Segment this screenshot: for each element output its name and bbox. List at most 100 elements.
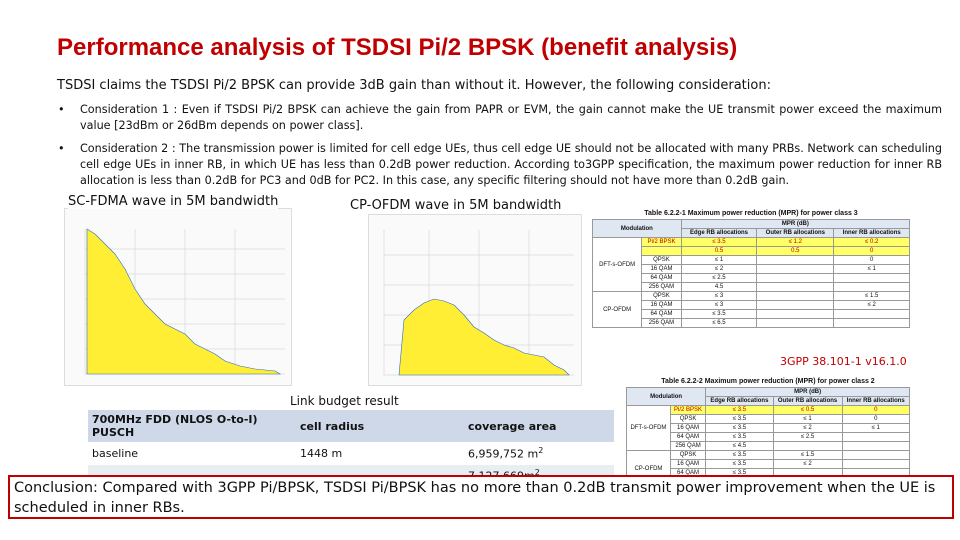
table-cell: 0 — [841, 414, 910, 424]
table-cell — [756, 273, 835, 283]
figure-caption: CP-OFDM wave in 5M bandwidth — [350, 198, 562, 213]
header-cell: Edge RB allocations — [680, 228, 758, 238]
table-row: 256 QAM≤ 6.5 — [593, 318, 910, 328]
table-cell: QPSK — [641, 291, 682, 301]
table-row: 0.5 0.5 0 — [593, 246, 910, 256]
header-cell: Modulation — [592, 219, 682, 238]
table-cell: ≤ 3.5 — [705, 405, 774, 415]
mpr-table: Modulation MPR (dB) Edge RB allocations Out… — [625, 387, 910, 487]
group-cell: CP-OFDM — [591, 291, 643, 328]
table-cell: QPSK — [669, 450, 707, 460]
table-cell — [756, 255, 835, 265]
cell-text: 1448 m — [300, 446, 343, 460]
table-cell: ≤ 1 — [772, 414, 843, 424]
table-cell: 64 QAM — [669, 432, 707, 442]
table-cell: 256 QAM — [669, 441, 707, 451]
table-cell: ≤ 3.5 — [705, 414, 774, 424]
table-cell: 0 — [841, 405, 910, 415]
table-cell: ≤ 2.5 — [772, 432, 843, 442]
table-cell: baseline — [88, 442, 296, 465]
table-cell: ≤ 2.5 — [680, 273, 758, 283]
cell-text: baseline — [92, 446, 139, 460]
table-cell: 6,959,752 m2 — [464, 442, 614, 465]
waveform-figure — [64, 208, 292, 386]
header-cell: cell radius — [296, 410, 464, 443]
table-cell: 16 QAM — [669, 423, 707, 433]
table-cell: ≤ 3.5 — [705, 423, 774, 433]
cell-superscript: 2 — [534, 467, 540, 477]
table-row: DFT-s-OFDM Pi/2 BPSK ≤ 3.5 ≤ 0.5 0 — [626, 405, 910, 451]
table-cell — [756, 300, 835, 310]
table-cell — [833, 282, 910, 292]
header-cell: coverage area — [464, 410, 614, 443]
group-cell: DFT-s-OFDM — [591, 237, 643, 292]
table-row: 256 QAM ≤ 4.5 — [627, 441, 910, 451]
table-cell: ≤ 3 — [680, 291, 758, 301]
group-cell: DFT-s-OFDM — [626, 405, 671, 451]
table-cell: 1448 m — [296, 442, 464, 465]
table-cell: ≤ 1 — [680, 255, 758, 265]
table-cell: ≤ 3.5 — [680, 309, 758, 319]
table-cell: 256 QAM — [641, 282, 682, 292]
table-row: CP-OFDM QPSK ≤ 3.5 ≤ 1.5 — [626, 450, 910, 487]
figure-caption: SC-FDMA wave in 5M bandwidth — [68, 194, 279, 209]
table-row: CP-OFDM QPSK ≤ 3 ≤ 1.5 — [591, 291, 910, 328]
table-cell: ≤ 3 — [680, 300, 758, 310]
table-cell — [841, 450, 910, 460]
table-cell: ≤ 1 — [841, 423, 910, 433]
table-cell: 64 QAM — [641, 309, 682, 319]
table-cell: 0.5 — [756, 246, 835, 256]
table-cell: ≤ 1.5 — [833, 291, 910, 301]
header-cell: Edge RB allocations — [705, 396, 774, 406]
table-title: Table 6.2.2-2 Maximum power reduction (M… — [661, 378, 875, 385]
table-cell — [833, 273, 910, 283]
table-row: DFT-s-OFDM Pi/2 BPSK ≤ 3.5 ≤ 1.2 ≤ 0.2 — [591, 237, 910, 292]
header-cell: Inner RB allocations — [841, 396, 910, 406]
table-cell: ≤ 0.2 — [833, 237, 910, 247]
table-cell — [833, 318, 910, 328]
header-cell: Outer RB allocations — [756, 228, 835, 238]
table-cell: ≤ 3.5 — [705, 459, 774, 469]
table-cell: Pi/2 BPSK — [669, 405, 707, 415]
table-cell — [841, 432, 910, 442]
header-cell: MPR (dB) — [705, 387, 910, 397]
table-row: baseline 1448 m 6,959,752 m2 — [88, 442, 614, 465]
table-cell — [756, 318, 835, 328]
table-cell: ≤ 3.5 — [705, 432, 774, 442]
slide-title: Performance analysis of TSDSI Pi/2 BPSK … — [57, 34, 738, 61]
table-cell: ≤ 3.5 — [680, 237, 758, 247]
cell-text: 6,959,752 m — [468, 447, 539, 461]
table-cell: 0 — [833, 246, 910, 256]
table-cell: 4.5 — [680, 282, 758, 292]
table-cell: 256 QAM — [641, 318, 682, 328]
table-cell: 0.5 — [680, 246, 758, 256]
bullet-text: Consideration 1 : Even if TSDSI Pi/2 BPS… — [80, 103, 942, 132]
mpr-table: Modulation MPR (dB) Edge RB allocations Out… — [591, 219, 911, 328]
header-cell: Inner RB allocations — [833, 228, 910, 238]
table-cell — [841, 441, 910, 451]
table-cell — [641, 246, 682, 256]
cell-superscript: 2 — [538, 446, 544, 455]
table-cell: 0 — [833, 255, 910, 265]
table-cell: 64 QAM — [641, 273, 682, 283]
bullet: • Consideration 1 : Even if TSDSI Pi/2 BP… — [58, 103, 942, 132]
table-cell: QPSK — [669, 414, 707, 424]
table-cell — [756, 282, 835, 292]
table-cell: Pi/2 BPSK — [641, 237, 682, 247]
table-cell: ≤ 4.5 — [705, 441, 774, 451]
table-cell: QPSK — [641, 255, 682, 265]
header-row: Modulation MPR (dB) — [592, 219, 911, 238]
table-cell: ≤ 2 — [833, 300, 910, 310]
table-cell: ≤ 2 — [772, 423, 843, 433]
table-cell: ≤ 2 — [772, 459, 843, 469]
table-cell — [772, 441, 843, 451]
mpr-table-block: Table 6.2.2-2 Maximum power reduction (M… — [625, 378, 910, 487]
waveform-figure — [368, 214, 582, 386]
table-cell: ≤ 1 — [833, 264, 910, 274]
table-caption: Link budget result — [290, 394, 399, 408]
table-cell: 16 QAM — [641, 300, 682, 310]
table-cell: ≤ 2 — [680, 264, 758, 274]
header-row: 700MHz FDD (NLOS O-to-I) PUSCH cell radiu… — [88, 410, 614, 443]
header-row: Edge RB allocations Outer RB allocations I… — [627, 396, 910, 406]
